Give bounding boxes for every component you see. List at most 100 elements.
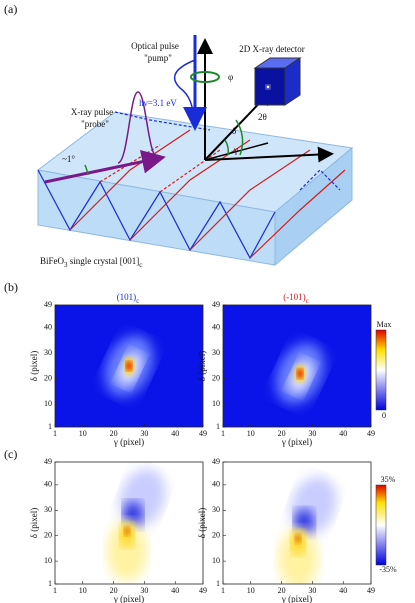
y-axis-label: δ (pixel): [197, 508, 207, 538]
x-tick-label: 1: [221, 429, 225, 438]
plot-frame: [54, 304, 204, 428]
axis-right: [204, 146, 334, 163]
blob: [297, 368, 304, 379]
x-tick-label: 20: [110, 586, 118, 595]
probe-label: "probe": [81, 119, 109, 129]
x-tick-label: 30: [140, 429, 148, 438]
x-tick-label: 30: [308, 586, 316, 595]
blob: [278, 528, 319, 584]
y-tick-label: 20: [44, 374, 52, 383]
y-tick-label: 40: [212, 323, 220, 332]
y-tick-label: 10: [212, 399, 220, 408]
blob: [124, 526, 130, 536]
y-tick-label: 40: [44, 323, 52, 332]
x-tick-label: 10: [247, 586, 255, 595]
plot-title: (-101)c: [283, 292, 309, 305]
heatmap-plot: 1 10 20 30 40 49 1 10 20 30 40 49 γ (pixel) δ (pixel): [197, 300, 375, 447]
plot-frame: [54, 461, 204, 585]
y-tick-label: 40: [212, 480, 220, 489]
colorbar-label: 35%: [381, 475, 396, 484]
x-axis-label: γ (pixel): [113, 437, 144, 447]
phi-label: φ: [228, 72, 233, 82]
x-axis-label: γ (pixel): [281, 437, 312, 447]
delta-arc: [224, 139, 230, 156]
x-tick-label: 30: [140, 586, 148, 595]
y-tick-label: 1: [48, 579, 52, 588]
y-axis-label: δ (pixel): [197, 351, 207, 381]
pump-label: Optical pulse: [131, 41, 179, 51]
plot-frame: [222, 461, 372, 585]
y-tick-label: 20: [212, 531, 220, 540]
y-tick-label: 30: [44, 348, 52, 357]
y-tick-label: 49: [212, 300, 220, 309]
incidence-arc: [84, 164, 89, 176]
y-tick-label: 10: [212, 556, 220, 565]
two-theta-label: 2θ: [258, 112, 267, 122]
colorbar-label: Max: [377, 320, 392, 329]
pump-pulse: [173, 59, 196, 121]
panel-label: (a): [4, 2, 17, 16]
y-tick-label: 1: [48, 422, 52, 431]
x-tick-label: 1: [221, 586, 225, 595]
diagram: (a) Optical pulse "pump" hν=3.1 eV φ 2D …: [4, 2, 354, 269]
panel-label: (b): [4, 280, 18, 294]
heatmap: [223, 462, 371, 584]
blob: [107, 521, 147, 581]
x-tick-label: 49: [199, 429, 207, 438]
probe-label: X-ray pulse: [71, 107, 113, 117]
heatmap-plot: 1 10 20 30 40 49 1 10 20 30 40 49 γ (pixel) δ (pixel): [29, 300, 207, 447]
crystal-label: BiFeO3 single crystal [001]c: [40, 256, 142, 269]
colorbar-label: -35%: [379, 565, 397, 574]
gamma-label: γ: [233, 145, 238, 155]
y-tick-label: 30: [44, 505, 52, 514]
x-tick-label: 49: [367, 586, 375, 595]
colorbar-label: 0: [382, 411, 386, 420]
x-tick-label: 20: [278, 586, 286, 595]
angle-label: ~1°: [62, 154, 75, 164]
y-tick-label: 20: [44, 531, 52, 540]
y-axis-label: δ (pixel): [29, 351, 39, 381]
x-tick-label: 10: [79, 586, 87, 595]
crystal-side: [274, 146, 353, 267]
y-tick-label: 49: [44, 300, 52, 309]
x-tick-label: 40: [171, 429, 179, 438]
x-tick-label: 1: [53, 586, 57, 595]
y-tick-label: 30: [212, 505, 220, 514]
y-tick-label: 30: [212, 348, 220, 357]
axis-proj: [204, 142, 269, 161]
heatmap: [55, 462, 203, 584]
heatmap-plot: 1 10 20 30 40 49 1 10 20 30 40 49 γ (pixel) δ (pixel): [29, 457, 207, 603]
phi-rotation: [190, 71, 220, 83]
heatmap: [55, 305, 203, 427]
y-tick-label: 20: [212, 374, 220, 383]
x-tick-label: 10: [247, 429, 255, 438]
x-tick-label: 1: [53, 429, 57, 438]
x-tick-label: 40: [339, 429, 347, 438]
plot-frame: [222, 304, 372, 428]
blob: [126, 361, 132, 371]
x-tick-label: 40: [171, 586, 179, 595]
y-tick-label: 1: [216, 579, 220, 588]
x-axis-label: γ (pixel): [281, 594, 312, 603]
detector: [253, 57, 302, 106]
y-tick-label: 10: [44, 399, 52, 408]
delta-label: δ: [232, 126, 236, 136]
x-tick-label: 20: [278, 429, 286, 438]
y-tick-label: 1: [216, 422, 220, 431]
x-tick-label: 10: [79, 429, 87, 438]
two-theta-arc: [235, 119, 244, 156]
y-tick-label: 40: [44, 480, 52, 489]
x-axis-label: γ (pixel): [113, 594, 144, 603]
pump-label: "pump": [144, 53, 172, 63]
x-tick-label: 49: [199, 586, 207, 595]
panel-label: (c): [4, 447, 17, 461]
colorbar: [375, 329, 387, 411]
detector-label: 2D X-ray detector: [239, 44, 304, 54]
x-tick-label: 20: [110, 429, 118, 438]
blob: [295, 533, 302, 544]
probe-arrow: [44, 149, 166, 184]
heatmap-plot: 1 10 20 30 40 49 1 10 20 30 40 49 γ (pixel) δ (pixel): [197, 457, 375, 603]
colorbar: [375, 484, 387, 566]
x-tick-label: 30: [308, 429, 316, 438]
